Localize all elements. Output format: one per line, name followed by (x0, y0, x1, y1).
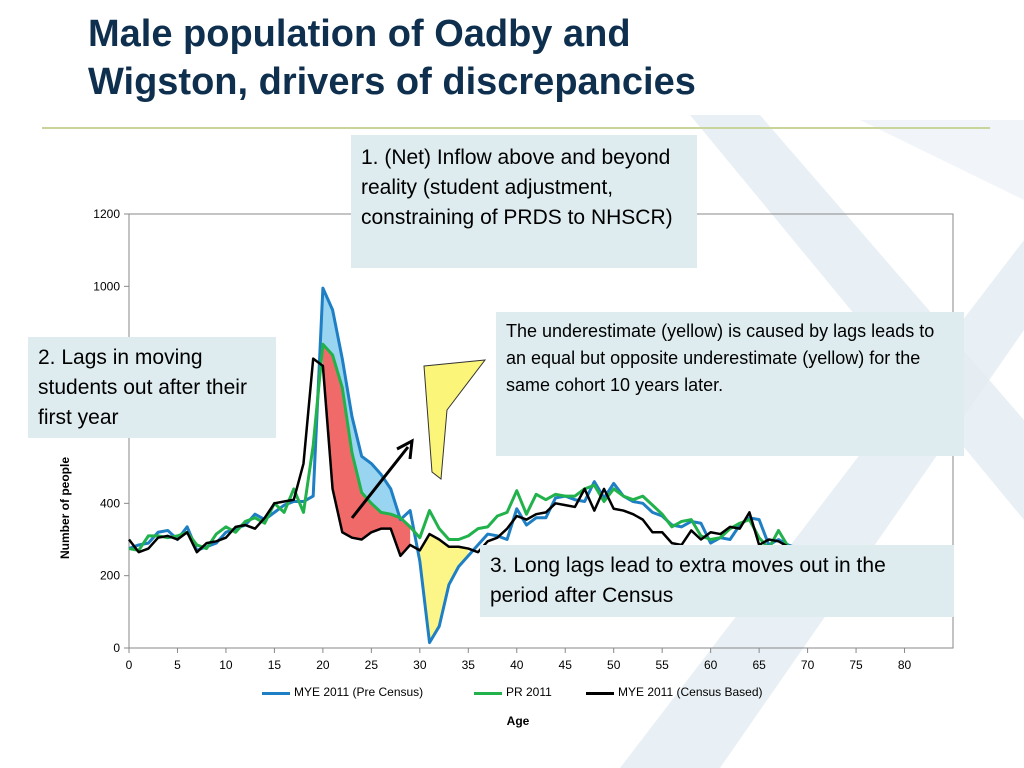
callout-net-inflow: 1. (Net) Inflow above and beyond reality… (351, 135, 697, 268)
x-tick-label-11: 55 (655, 658, 669, 672)
arrow-head (396, 438, 414, 460)
x-tick-label-9: 45 (559, 658, 573, 672)
yellow-shape-annotation (423, 359, 487, 480)
y-tick-label-6: 1200 (93, 207, 120, 221)
callout-long-lags: 3. Long lags lead to extra moves out in … (480, 545, 954, 617)
y-tick-label-5: 1000 (93, 279, 120, 293)
arrow-shaft (350, 446, 410, 519)
callout-lags-moving-students: 2. Lags in moving students out after the… (28, 337, 276, 438)
discrepancy-band-yellow (419, 534, 469, 643)
x-tick-label-8: 40 (510, 658, 524, 672)
y-axis-title: Number of people (58, 457, 72, 560)
callout-underestimate-explanation: The underestimate (yellow) is caused by … (496, 312, 964, 456)
x-tick-label-14: 70 (801, 658, 815, 672)
x-axis-title: Age (506, 714, 530, 728)
x-tick-label-6: 30 (413, 658, 427, 672)
x-tick-label-3: 15 (268, 658, 282, 672)
y-tick-label-2: 400 (100, 496, 120, 510)
discrepancy-band-red (322, 344, 411, 556)
legend-swatch-mye-census-based (586, 692, 614, 695)
x-tick-label-13: 65 (752, 658, 766, 672)
y-tick-label-1: 200 (100, 569, 120, 583)
x-tick-label-15: 75 (849, 658, 863, 672)
discrepancy-band-blue (313, 288, 401, 520)
x-tick-label-7: 35 (462, 658, 476, 672)
legend-swatch-pr-2011 (474, 692, 502, 695)
x-tick-label-5: 25 (365, 658, 379, 672)
x-tick-label-2: 10 (219, 658, 233, 672)
legend-label-mye-pre-census: MYE 2011 (Pre Census) (294, 685, 424, 699)
slide-title-line-1: Male population of Oadby and (88, 13, 631, 55)
x-tick-label-4: 20 (316, 658, 330, 672)
title-divider (42, 127, 990, 129)
x-tick-label-0: 0 (126, 658, 133, 672)
x-tick-label-12: 60 (704, 658, 718, 672)
slide-title: Male population of Oadby and Wigston, dr… (88, 10, 908, 106)
legend-label-mye-census-based: MYE 2011 (Census Based) (618, 685, 763, 699)
y-tick-label-0: 0 (113, 641, 120, 655)
slide-title-line-2: Wigston, drivers of discrepancies (88, 61, 696, 103)
legend-swatch-mye-pre-census (262, 692, 290, 695)
legend-label-pr-2011: PR 2011 (506, 685, 552, 699)
x-tick-label-16: 80 (898, 658, 912, 672)
x-tick-label-1: 5 (174, 658, 181, 672)
x-tick-label-10: 50 (607, 658, 621, 672)
